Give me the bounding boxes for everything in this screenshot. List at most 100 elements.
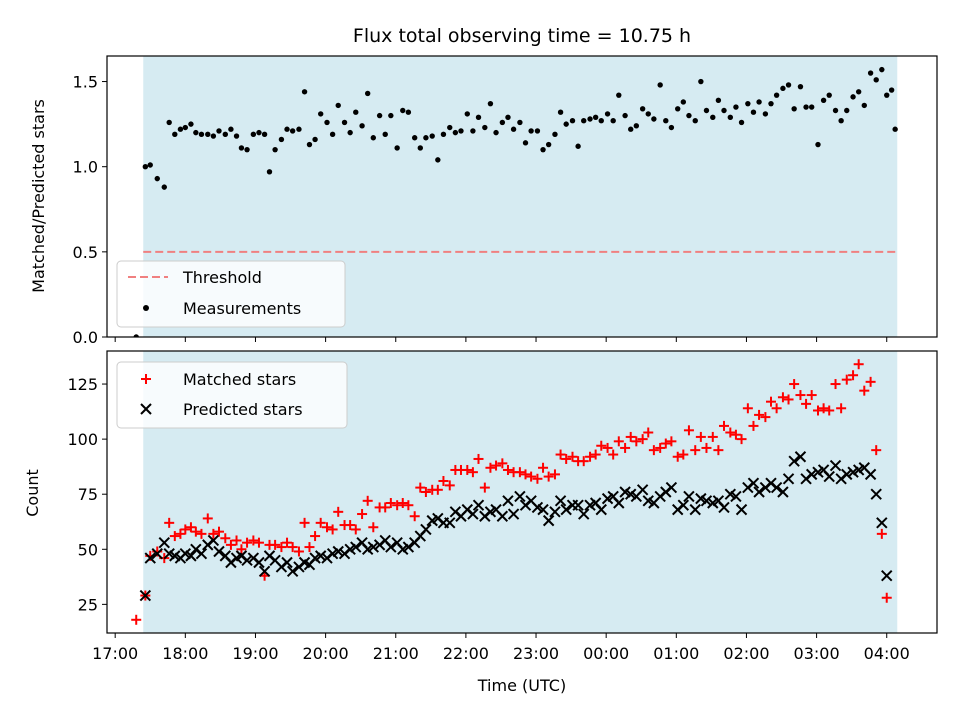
predicted-star-marker xyxy=(829,459,842,472)
matched-star-marker xyxy=(859,385,870,396)
matched-star-marker xyxy=(538,462,549,473)
predicted-star-marker xyxy=(286,565,299,578)
measurement-point xyxy=(545,141,552,148)
measurement-point xyxy=(417,145,423,151)
predicted-star-marker xyxy=(253,556,265,569)
predicted-star-marker xyxy=(823,470,835,483)
measurement-point xyxy=(517,119,523,126)
measurement-point xyxy=(499,119,506,126)
measurement-point xyxy=(250,131,257,138)
measurement-point xyxy=(411,135,418,141)
predicted-star-marker xyxy=(683,490,695,503)
ratio-y-tick-label: 1.5 xyxy=(73,73,98,92)
measurement-point xyxy=(458,128,464,134)
measurement-point xyxy=(429,133,435,139)
measurement-point xyxy=(715,97,722,103)
predicted-star-marker xyxy=(444,517,456,529)
matched-star-marker xyxy=(620,442,631,453)
matched-star-marker xyxy=(350,524,361,535)
measurement-point xyxy=(278,136,285,143)
matched-star-marker xyxy=(282,537,293,548)
ratio-panel: 0.0 0.5 1.0 1.5 Matched/Predicted stars Thr… xyxy=(29,55,938,347)
matched-star-marker xyxy=(789,379,800,390)
matched-star-marker xyxy=(701,442,712,453)
matched-star-marker xyxy=(190,526,201,537)
x-tick-label: 22:00 xyxy=(443,644,489,663)
measurement-point xyxy=(493,129,499,136)
measurement-point xyxy=(622,112,628,119)
predicted-star-marker xyxy=(549,506,561,518)
measurement-point xyxy=(233,133,240,139)
matched-star-marker xyxy=(432,484,443,495)
measurement-point xyxy=(306,141,313,148)
matched-star-marker xyxy=(555,449,566,460)
measurement-point xyxy=(540,146,546,153)
matched-star-marker xyxy=(213,526,224,537)
measurement-point xyxy=(557,109,564,115)
measurement-point xyxy=(166,119,172,126)
matched-star-marker xyxy=(881,592,892,603)
predicted-star-marker xyxy=(367,541,380,553)
matched-star-marker xyxy=(270,539,281,550)
x-tick-label: 04:00 xyxy=(864,644,910,663)
measurement-point xyxy=(447,124,453,131)
predicted-star-marker xyxy=(747,477,760,489)
predicted-star-marker xyxy=(258,565,271,578)
measurement-point xyxy=(161,184,167,190)
measurement-point xyxy=(598,118,604,124)
measurement-point xyxy=(394,145,400,151)
matched-star-marker xyxy=(713,445,724,456)
matched-star-marker xyxy=(276,542,287,553)
matched-star-marker xyxy=(602,442,613,453)
measurement-point xyxy=(855,89,862,95)
measurement-point xyxy=(762,111,769,117)
matched-star-marker xyxy=(293,546,304,557)
measurement-point xyxy=(464,111,470,117)
measurement-point xyxy=(324,119,330,126)
threshold-legend-label: Threshold xyxy=(182,268,262,287)
matched-star-marker xyxy=(736,434,747,445)
predicted-star-marker xyxy=(665,481,678,494)
measurement-point xyxy=(785,82,792,88)
matched-star-marker xyxy=(754,409,765,420)
measurement-point xyxy=(587,116,593,122)
matched-star-marker xyxy=(865,376,876,387)
measurement-point xyxy=(628,126,634,132)
predicted-star-marker xyxy=(782,473,795,485)
measurement-point xyxy=(633,123,640,129)
measurement-point xyxy=(844,107,850,114)
measurement-point xyxy=(604,111,611,117)
matched-star-marker xyxy=(549,469,560,480)
matched-star-marker xyxy=(760,412,771,423)
measurement-point xyxy=(312,136,318,143)
matched-star-marker xyxy=(467,467,478,478)
measurement-point xyxy=(888,87,895,93)
predicted-star-marker xyxy=(314,550,327,562)
matched-star-marker xyxy=(830,379,841,390)
measurement-point xyxy=(552,131,558,138)
predicted-star-marker xyxy=(213,545,225,558)
measurement-point xyxy=(663,118,669,124)
matched-star-marker xyxy=(678,449,689,460)
measurement-point xyxy=(738,119,745,126)
matched-star-marker xyxy=(520,469,531,480)
measurement-point xyxy=(329,131,336,138)
ratio-y-tick-label: 0.5 xyxy=(73,243,98,262)
matched-star-marker xyxy=(719,420,730,431)
matched-star-marker xyxy=(231,535,242,546)
measurement-point xyxy=(388,112,394,119)
predicted-star-marker xyxy=(677,499,690,511)
matched-star-marker xyxy=(485,462,496,473)
matched-star-marker xyxy=(725,427,736,438)
matched-star-marker xyxy=(561,453,572,464)
count-y-axis-label: Count xyxy=(23,469,42,517)
measurement-point xyxy=(505,114,511,121)
matched-star-marker xyxy=(444,480,455,491)
matched-star-marker xyxy=(707,431,718,442)
x-tick-label: 00:00 xyxy=(583,644,629,663)
measurement-point xyxy=(405,109,412,115)
matched-star-marker xyxy=(287,542,298,553)
matched-star-marker xyxy=(220,533,231,544)
measurement-point xyxy=(238,145,245,151)
measurement-point xyxy=(838,118,844,124)
